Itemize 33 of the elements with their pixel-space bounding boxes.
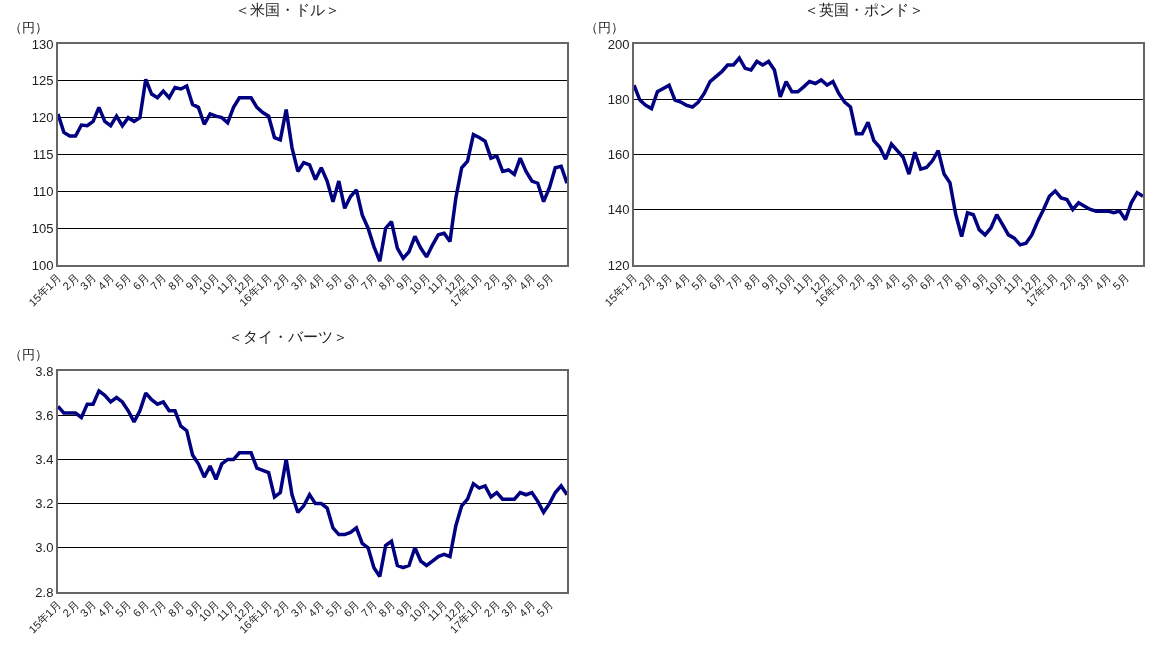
y-axis-title: （円）: [9, 20, 48, 35]
y-tick-label: 125: [31, 73, 54, 89]
x-tick-label: 4月: [95, 271, 116, 293]
chart-title: ＜米国・ドル＞: [235, 1, 340, 19]
chart-title: ＜タイ・バーツ＞: [227, 328, 348, 346]
y-tick-label: 110: [32, 183, 54, 199]
y-tick-label: 105: [31, 220, 54, 236]
x-tick-label: 4月: [671, 271, 692, 293]
y-tick-label: 180: [607, 91, 630, 107]
y-tick-label: 3.8: [35, 363, 54, 379]
line-series: [58, 389, 567, 579]
y-axis-title: （円）: [9, 347, 48, 362]
y-tick-label: 200: [607, 36, 630, 52]
y-tick-label: 3.6: [35, 407, 54, 423]
chart-title: ＜英国・ポンド＞: [803, 1, 924, 19]
y-tick-label: 2.8: [35, 584, 54, 600]
y-tick-label: 3.0: [35, 540, 54, 556]
y-tick-label: 3.2: [35, 496, 54, 512]
y-tick-label: 3.4: [35, 451, 54, 467]
x-tick-label: 4月: [95, 598, 116, 620]
y-tick-label: 120: [31, 110, 54, 126]
x-tick-label: 3月: [864, 271, 886, 293]
line-series: [58, 77, 567, 264]
y-tick-label: 100: [31, 257, 54, 273]
y-tick-label: 130: [31, 36, 54, 52]
x-tick-label: 3月: [288, 598, 310, 620]
y-tick-label: 160: [607, 147, 630, 163]
y-tick-label: 120: [607, 257, 630, 273]
y-axis-title: （円）: [585, 20, 624, 35]
y-tick-label: 115: [32, 147, 54, 163]
y-tick-label: 140: [607, 202, 630, 218]
line-series: [634, 56, 1143, 247]
x-tick-label: 3月: [288, 271, 310, 293]
